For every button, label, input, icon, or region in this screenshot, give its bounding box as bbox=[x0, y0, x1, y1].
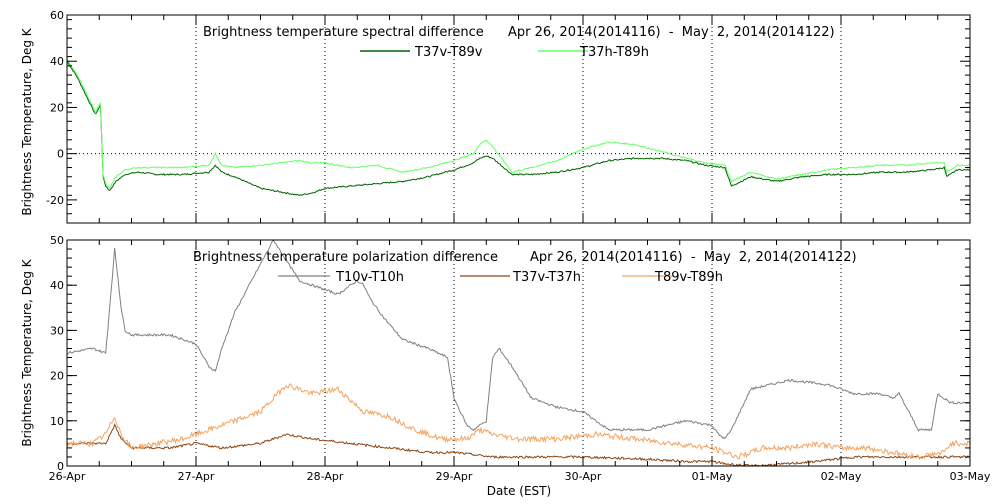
x-tick-label: 29-Apr bbox=[436, 470, 473, 483]
y-tick-label: 0 bbox=[57, 460, 64, 473]
x-tick-label: 03-May bbox=[950, 470, 991, 483]
x-tick-label: 28-Apr bbox=[307, 470, 344, 483]
panel1-series bbox=[66, 58, 971, 196]
panel2-legend-label-3: T89v-T89h bbox=[654, 270, 723, 285]
y-tick-label: 50 bbox=[50, 234, 64, 247]
spectral-difference-panel: -20 0 20 40 60 Brightness temperature spectr… bbox=[20, 9, 971, 224]
x-tick-label: 26-Apr bbox=[49, 470, 86, 483]
x-tick-label: 30-Apr bbox=[565, 470, 602, 483]
panel2-y-axis-label: Brightness Temperature, Deg K bbox=[20, 258, 34, 446]
panel1-date-range: Apr 26, 2014(2014116) - May 2, 2014(2014… bbox=[508, 25, 835, 40]
panel2-title: Brightness temperature polarization diff… bbox=[193, 250, 498, 265]
series-line-t37h-t89h bbox=[66, 58, 971, 189]
panel1-axes: -20 0 20 40 60 bbox=[46, 9, 971, 224]
series-line-t89v-t89h bbox=[66, 383, 971, 461]
panel2-series bbox=[66, 239, 971, 467]
x-tick-label: 27-Apr bbox=[178, 470, 215, 483]
series-line-t10v-t10h bbox=[66, 239, 971, 440]
panel1-legend-label-2: T37h-T89h bbox=[579, 45, 649, 60]
plot-frame bbox=[66, 14, 971, 224]
y-tick-label: 40 bbox=[50, 55, 64, 68]
panel1-grid bbox=[67, 15, 970, 223]
panel2-axes: 0 10 20 30 40 50 26-Apr 27-Apr 28-Apr 29-Apr 30-Ap… bbox=[49, 234, 991, 483]
y-tick-label: 0 bbox=[57, 148, 64, 161]
y-tick-label: 20 bbox=[50, 370, 64, 383]
panel1-title: Brightness temperature spectral differen… bbox=[203, 25, 484, 40]
polarization-difference-panel: 0 10 20 30 40 50 26-Apr 27-Apr 28-Apr 29-Apr 30-Ap… bbox=[20, 234, 991, 498]
y-tick-label: 60 bbox=[50, 9, 64, 22]
y-tick-label: 40 bbox=[50, 279, 64, 292]
series-line-t37v-t37h bbox=[66, 423, 971, 467]
panel2-legend-label-2: T37v-T37h bbox=[512, 270, 581, 285]
x-tick-label: 01-May bbox=[692, 470, 733, 483]
panel1-legend-label-1: T37v-T89v bbox=[414, 45, 483, 60]
x-axis-label: Date (EST) bbox=[487, 484, 551, 498]
panel2-date-range: Apr 26, 2014(2014116) - May 2, 2014(2014… bbox=[530, 250, 857, 265]
x-tick-label: 02-May bbox=[821, 470, 862, 483]
series-line-t37v-t89v bbox=[66, 60, 971, 196]
y-tick-label: -20 bbox=[46, 194, 64, 207]
y-tick-label: 10 bbox=[50, 415, 64, 428]
panel1-y-axis-label: Brightness Temperature, Deg K bbox=[20, 27, 34, 215]
y-tick-label: 30 bbox=[50, 324, 64, 337]
panel2-legend-label-1: T10v-T10h bbox=[335, 270, 404, 285]
y-tick-label: 20 bbox=[50, 101, 64, 114]
panel2-grid bbox=[195, 240, 842, 466]
